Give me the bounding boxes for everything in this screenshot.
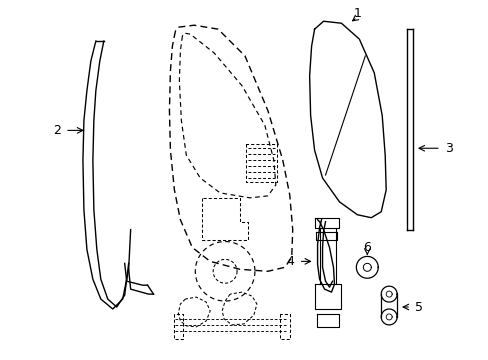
Text: 4: 4 [286, 255, 294, 268]
Text: 3: 3 [444, 142, 452, 155]
Text: 2: 2 [53, 124, 61, 137]
Text: 5: 5 [414, 301, 422, 314]
Text: 1: 1 [353, 7, 361, 20]
Text: 6: 6 [363, 241, 370, 254]
